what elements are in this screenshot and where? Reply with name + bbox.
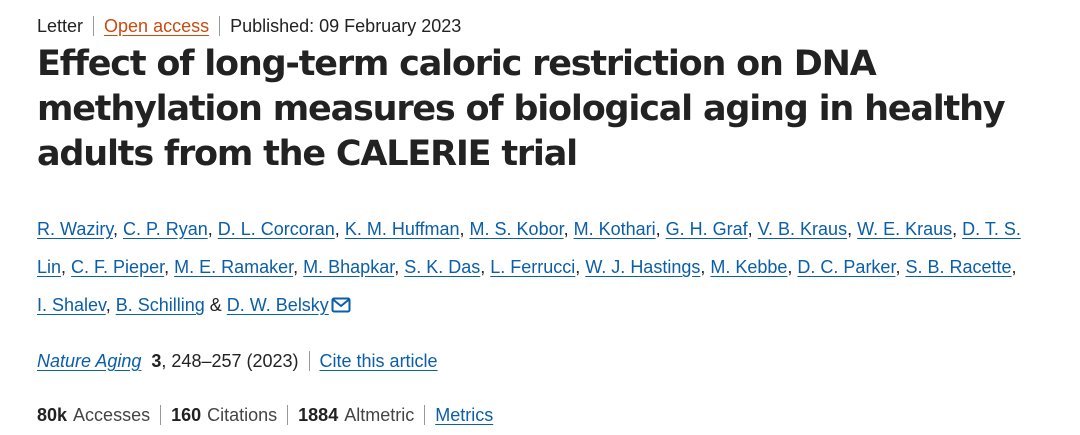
metrics-row: 80k Accesses 160 Citations 1884 Altmetri…: [37, 403, 493, 427]
author-link[interactable]: M. E. Ramaker: [174, 257, 294, 277]
author-separator: ,: [459, 219, 470, 239]
author-separator: ,: [394, 257, 405, 277]
author-link[interactable]: M. Kebbe: [710, 257, 788, 277]
altmetric-count: 1884: [298, 405, 339, 425]
article-type: Letter: [37, 16, 84, 36]
author-link[interactable]: S. B. Racette: [905, 257, 1012, 277]
author-separator: ,: [61, 257, 72, 277]
divider: [287, 405, 289, 425]
author-separator: ,: [787, 257, 798, 277]
mail-icon[interactable]: [331, 297, 351, 313]
author-separator: ,: [655, 219, 666, 239]
author-link[interactable]: M. S. Kobor: [469, 219, 564, 239]
author-link[interactable]: S. K. Das: [404, 257, 481, 277]
author-separator: ,: [700, 257, 711, 277]
author-link[interactable]: M. Bhapkar: [303, 257, 395, 277]
author-list: R. Waziry, C. P. Ryan, D. L. Corcoran, K…: [37, 210, 1027, 324]
author-separator: ,: [105, 295, 116, 315]
author-separator: ,: [747, 219, 758, 239]
author-link[interactable]: W. E. Kraus: [857, 219, 953, 239]
divider: [424, 405, 426, 425]
author-link[interactable]: I. Shalev: [37, 295, 106, 315]
author-link[interactable]: K. M. Huffman: [344, 219, 460, 239]
metrics-link[interactable]: Metrics: [435, 405, 494, 425]
divider: [160, 405, 162, 425]
author-separator: ,: [952, 219, 963, 239]
author-separator: ,: [334, 219, 345, 239]
author-separator: ,: [480, 257, 491, 277]
accesses-label: Accesses: [73, 405, 151, 425]
author-link[interactable]: D. C. Parker: [797, 257, 896, 277]
journal-link[interactable]: Nature Aging: [37, 351, 142, 371]
author-separator: ,: [895, 257, 906, 277]
author-link[interactable]: G. H. Graf: [665, 219, 748, 239]
author-link[interactable]: D. W. Belsky: [226, 295, 329, 315]
volume-number: 3: [151, 351, 162, 371]
author-separator: ,: [164, 257, 175, 277]
author-separator: ,: [113, 219, 124, 239]
author-link[interactable]: C. P. Ryan: [123, 219, 208, 239]
pages-year: , 248–257 (2023): [161, 351, 299, 371]
accesses-count: 80k: [37, 405, 68, 425]
author-separator: ,: [575, 257, 586, 277]
author-link[interactable]: L. Ferrucci: [490, 257, 576, 277]
author-separator: ,: [207, 219, 218, 239]
citations-count: 160: [171, 405, 202, 425]
published-date: Published: 09 February 2023: [230, 16, 462, 36]
citation-row: Nature Aging 3 , 248–257 (2023) Cite thi…: [37, 349, 438, 373]
author-link[interactable]: D. T. S. Lin: [37, 219, 1021, 277]
cite-this-article-link[interactable]: Cite this article: [319, 351, 438, 371]
author-link[interactable]: V. B. Kraus: [757, 219, 848, 239]
altmetric-label: Altmetric: [344, 405, 415, 425]
author-link[interactable]: R. Waziry: [37, 219, 113, 239]
article-title: Effect of long-term caloric restriction …: [37, 44, 1006, 174]
open-access-link[interactable]: Open access: [104, 16, 210, 36]
author-link[interactable]: D. L. Corcoran: [217, 219, 335, 239]
divider: [219, 16, 221, 36]
author-link[interactable]: W. J. Hastings: [585, 257, 701, 277]
article-meta-row: Letter Open access Published: 09 Februar…: [37, 15, 461, 37]
author-link[interactable]: B. Schilling: [115, 295, 205, 315]
citations-label: Citations: [207, 405, 278, 425]
author-separator: ,: [1011, 257, 1017, 277]
divider: [308, 351, 310, 371]
author-separator: &: [204, 295, 227, 315]
author-link[interactable]: M. Kothari: [573, 219, 656, 239]
author-separator: ,: [293, 257, 304, 277]
author-separator: ,: [847, 219, 858, 239]
author-separator: ,: [563, 219, 574, 239]
divider: [93, 16, 95, 36]
author-link[interactable]: C. F. Pieper: [71, 257, 165, 277]
